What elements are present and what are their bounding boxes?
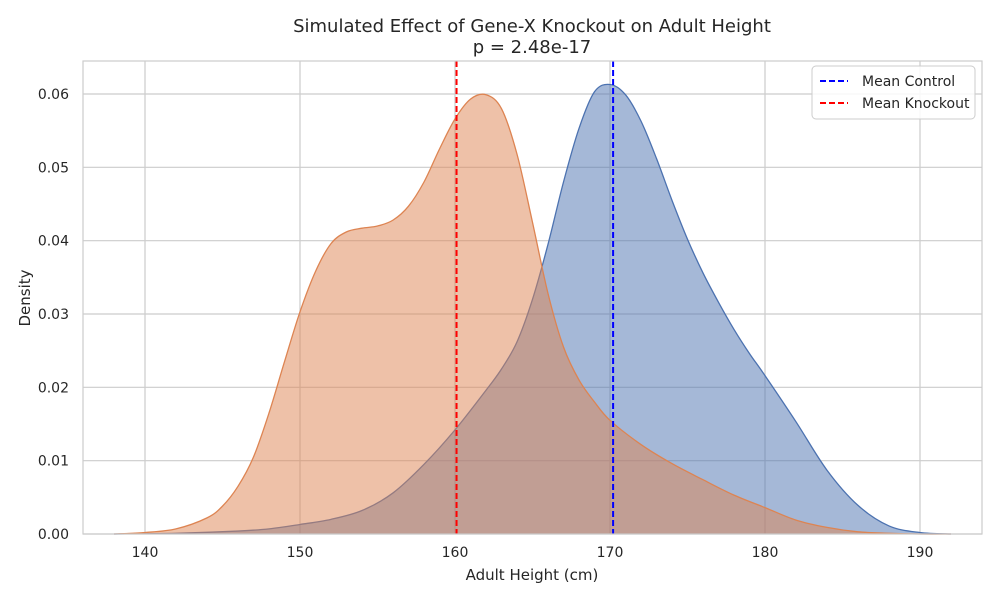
knockout-density-line [113, 93, 952, 535]
x-tick-label: 150 [287, 545, 314, 561]
chart-title: Simulated Effect of Gene-X Knockout on A… [293, 16, 771, 37]
x-axis-label: Adult Height (cm) [466, 566, 599, 584]
y-tick-labels: 0.00 0.01 0.02 0.03 0.04 0.05 0.06 [38, 87, 69, 543]
y-axis-label: Density [16, 269, 34, 326]
x-tick-labels: 140 150 160 170 180 190 [132, 545, 934, 561]
x-tick-label: 180 [752, 545, 779, 561]
legend-label-mean-knockout: Mean Knockout [862, 96, 970, 112]
y-tick-label: 0.06 [38, 87, 69, 103]
chart-subtitle: p = 2.48e-17 [473, 37, 592, 58]
y-tick-label: 0.05 [38, 160, 69, 176]
density-areas [113, 83, 952, 535]
legend-box [811, 65, 976, 120]
y-tick-label: 0.02 [38, 380, 69, 396]
y-tick-label: 0.01 [38, 454, 69, 470]
y-tick-label: 0.03 [38, 307, 69, 323]
legend: Mean Control Mean Knockout [811, 65, 976, 120]
legend-label-mean-control: Mean Control [862, 74, 955, 90]
mean-lines [455, 61, 615, 534]
knockout-density-area [114, 94, 951, 535]
x-tick-label: 160 [442, 545, 469, 561]
y-tick-label: 0.00 [38, 527, 69, 543]
x-tick-label: 170 [597, 545, 624, 561]
x-tick-label: 140 [132, 545, 159, 561]
plot-frame [82, 60, 983, 535]
y-tick-label: 0.04 [38, 234, 69, 250]
x-tick-label: 190 [907, 545, 934, 561]
